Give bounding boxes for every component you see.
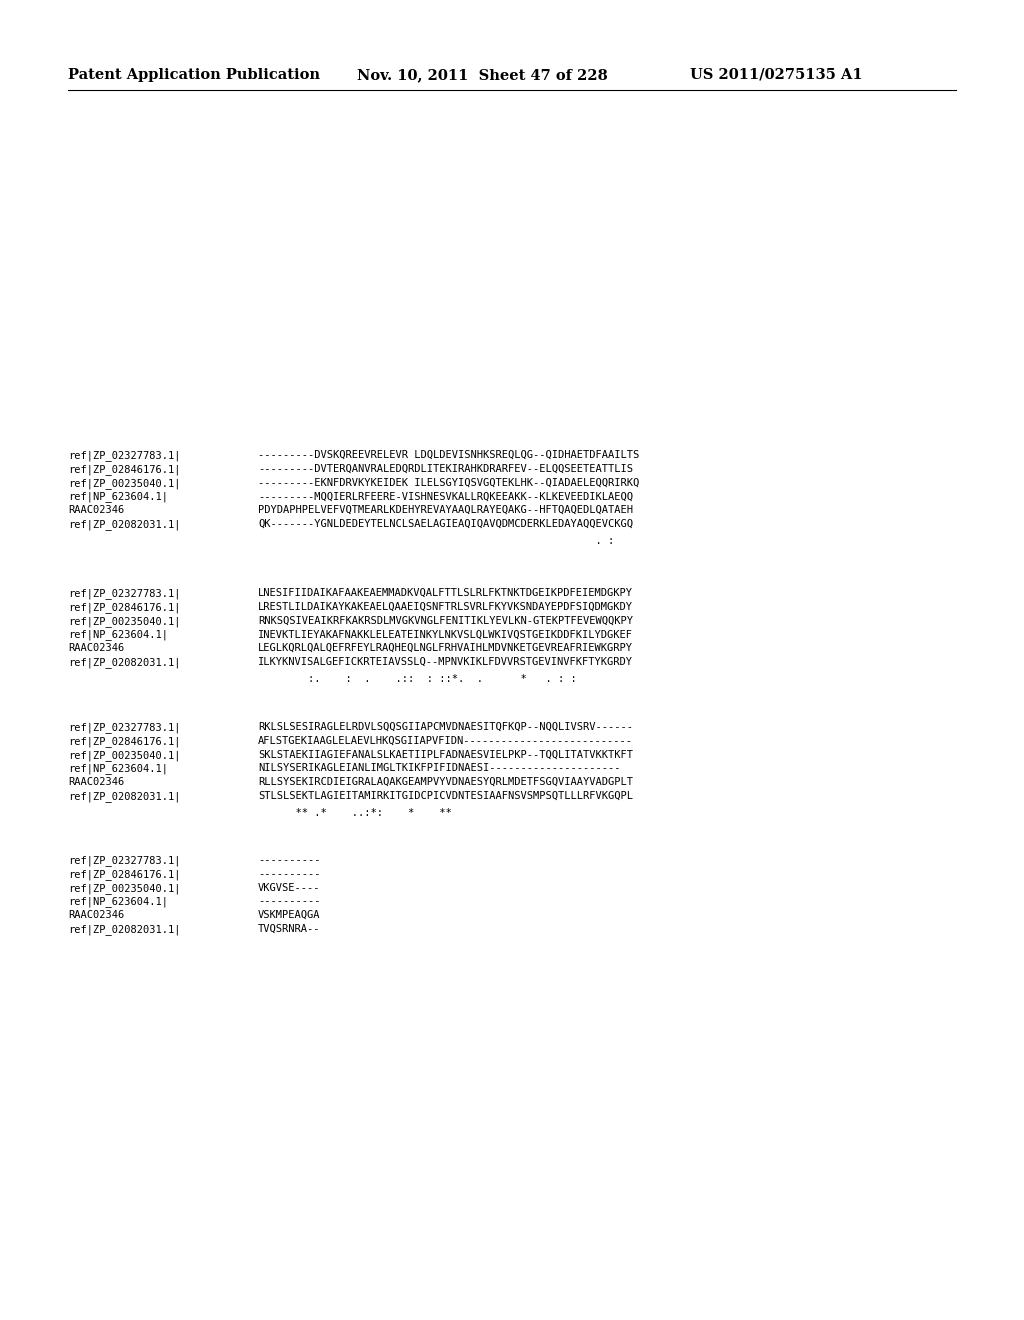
Text: ----------: ---------- [258,869,321,879]
Text: PDYDAPHPELVEFVQTMEARLKDEHYREVAYAAQLRAYEQAKG--HFTQAQEDLQATAEH: PDYDAPHPELVEFVQTMEARLKDEHYREVAYAAQLRAYEQ… [258,506,633,515]
Text: VSKMPEAQGA: VSKMPEAQGA [258,911,321,920]
Text: RAAC02346: RAAC02346 [68,506,124,515]
Text: VKGVSE----: VKGVSE---- [258,883,321,892]
Text: INEVKTLIEYAKAFNAKKLELEATEINKYLNKVSLQLWKIVQSTGEIKDDFKILYDGKEF: INEVKTLIEYAKAFNAKKLELEATEINKYLNKVSLQLWKI… [258,630,633,639]
Text: :.    :  .    .::  : ::*.  .      *   . : :: :. : . .:: : ::*. . * . : : [258,673,577,684]
Text: RLLSYSEKIRCDIЕIGRALAQAKGEAMPVYVDNAESYQRLMDETFSGQVIAAYVADGPLT: RLLSYSEKIRCDIЕIGRALAQAKGEAMPVYVDNAESYQRL… [258,777,633,787]
Text: RNKSQSIVEAIKRFKAKRSDLMVGKVNGLFENITIKLYEVLKN-GTEKPTFEVEWQQKPY: RNKSQSIVEAIKRFKAKRSDLMVGKVNGLFENITIKLYEV… [258,615,633,626]
Text: ref|ZP_02846176.1|: ref|ZP_02846176.1| [68,602,180,612]
Text: ref|ZP_02327783.1|: ref|ZP_02327783.1| [68,587,180,599]
Text: ref|ZP_02082031.1|: ref|ZP_02082031.1| [68,657,180,668]
Text: ref|ZP_02846176.1|: ref|ZP_02846176.1| [68,735,180,747]
Text: ref|NP_623604.1|: ref|NP_623604.1| [68,491,168,503]
Text: ref|ZP_02327783.1|: ref|ZP_02327783.1| [68,450,180,461]
Text: LEGLKQRLQALQEFRFEYLRAQHEQLNGLFRHVAIHLMDVNKETGEVREAFRIEWKGRPY: LEGLKQRLQALQEFRFEYLRAQHEQLNGLFRHVAIHLMDV… [258,643,633,653]
Text: RKLSLSESIRAGLELRDVLSQQSGIIAPCMVDNAESITQFKQP--NQQLIVSRV------: RKLSLSESIRAGLELRDVLSQQSGIIAPCMVDNAESITQF… [258,722,633,733]
Text: RAAC02346: RAAC02346 [68,643,124,653]
Text: Patent Application Publication: Patent Application Publication [68,69,319,82]
Text: RAAC02346: RAAC02346 [68,911,124,920]
Text: ---------DVSKQREEVRELEVR LDQLDEVISNHKSREQLQG--QIDHAETDFAAILTS: ---------DVSKQREEVRELEVR LDQLDEVISNHKSRE… [258,450,639,459]
Text: ---------EKNFDRVKYKEIDEK ILELSGYIQSVGQTEKLHK--QIADAELEQQRIRKQ: ---------EKNFDRVKYKEIDEK ILELSGYIQSVGQTE… [258,478,639,487]
Text: ref|ZP_02327783.1|: ref|ZP_02327783.1| [68,855,180,866]
Text: ref|ZP_02082031.1|: ref|ZP_02082031.1| [68,519,180,529]
Text: ref|ZP_00235040.1|: ref|ZP_00235040.1| [68,478,180,488]
Text: LNESIFIIDAIKAFAAKEAEMMADKVQALFTTLSLRLFKTNKTDGEIKPDFEIЕMDGKPY: LNESIFIIDAIKAFAAKEAEMMADKVQALFTTLSLRLFKT… [258,587,633,598]
Text: ref|NP_623604.1|: ref|NP_623604.1| [68,896,168,907]
Text: ----------: ---------- [258,855,321,865]
Text: ---------MQQIERLRFEERE-VISHNESVKALLRQKEEAKK--KLKEVEEDIKLAEQQ: ---------MQQIERLRFEERE-VISHNESVKALLRQKEE… [258,491,633,502]
Text: ref|ZP_02846176.1|: ref|ZP_02846176.1| [68,869,180,879]
Text: RAAC02346: RAAC02346 [68,777,124,787]
Text: Nov. 10, 2011  Sheet 47 of 228: Nov. 10, 2011 Sheet 47 of 228 [357,69,608,82]
Text: ** .*    ..:*:    *    **: ** .* ..:*: * ** [258,808,452,818]
Text: LRESTLILDAIKAYKAKEAELQAAEIQSNFTRLSVRLFKYVKSNDAYEPDFSIQDMGKDY: LRESTLILDAIKAYKAKEAELQAAEIQSNFTRLSVRLFKY… [258,602,633,611]
Text: ref|ZP_02082031.1|: ref|ZP_02082031.1| [68,924,180,935]
Text: AFLSTGEKIAAGLELAEVLHKQSGIІAPVFIDN---------------------------: AFLSTGEKIAAGLELAEVLHKQSGIІAPVFIDN-------… [258,735,633,746]
Text: TVQSRNRA--: TVQSRNRA-- [258,924,321,935]
Text: NILSYSERIKAGLEIANLIMGLTKIKFPIFIDNAESI---------------------: NILSYSERIKAGLEIANLIMGLTKIKFPIFIDNAESI---… [258,763,621,774]
Text: ref|NP_623604.1|: ref|NP_623604.1| [68,763,168,775]
Text: US 2011/0275135 A1: US 2011/0275135 A1 [690,69,862,82]
Text: SKLSTAEKIIAGIEFANALSLKAETIIPLFADNAESVIELPKP--TQQLITATVKKTKFT: SKLSTAEKIIAGIEFANALSLKAETIIPLFADNAESVIEL… [258,750,633,759]
Text: ref|ZP_00235040.1|: ref|ZP_00235040.1| [68,615,180,627]
Text: STLSLSEKTLAGIEITAMIRKITGIDCPICVDNTESIAAFNSVSMPSQTLLLRFVKGQPL: STLSLSEKTLAGIEITAMIRKITGIDCPICVDNTESIAAF… [258,791,633,801]
Text: ref|ZP_00235040.1|: ref|ZP_00235040.1| [68,750,180,760]
Text: ref|ZP_02082031.1|: ref|ZP_02082031.1| [68,791,180,803]
Text: . :: . : [258,536,614,545]
Text: QK-------YGNLDEDEYTELNCLSAELAGIEAQIQAVQDMCDERKLEDAYAQQEVCKGQ: QK-------YGNLDEDEYTELNCLSAELAGIEAQIQAVQD… [258,519,633,529]
Text: ref|NP_623604.1|: ref|NP_623604.1| [68,630,168,640]
Text: ----------: ---------- [258,896,321,907]
Text: ref|ZP_00235040.1|: ref|ZP_00235040.1| [68,883,180,894]
Text: ref|ZP_02846176.1|: ref|ZP_02846176.1| [68,463,180,475]
Text: ref|ZP_02327783.1|: ref|ZP_02327783.1| [68,722,180,733]
Text: ILKYKNVISALGEFICKRTEIAVSSLQ--MPNVKIKLFDVVRSTGEVINVFKFTYKGRDY: ILKYKNVISALGEFICKRTEIAVSSLQ--MPNVKIKLFDV… [258,657,633,667]
Text: ---------DVTERQANVRALEDQRDLITEKIRAHKDRARFEV--ELQQSEETEATTLIS: ---------DVTERQANVRALEDQRDLITEKIRAHKDRAR… [258,463,633,474]
